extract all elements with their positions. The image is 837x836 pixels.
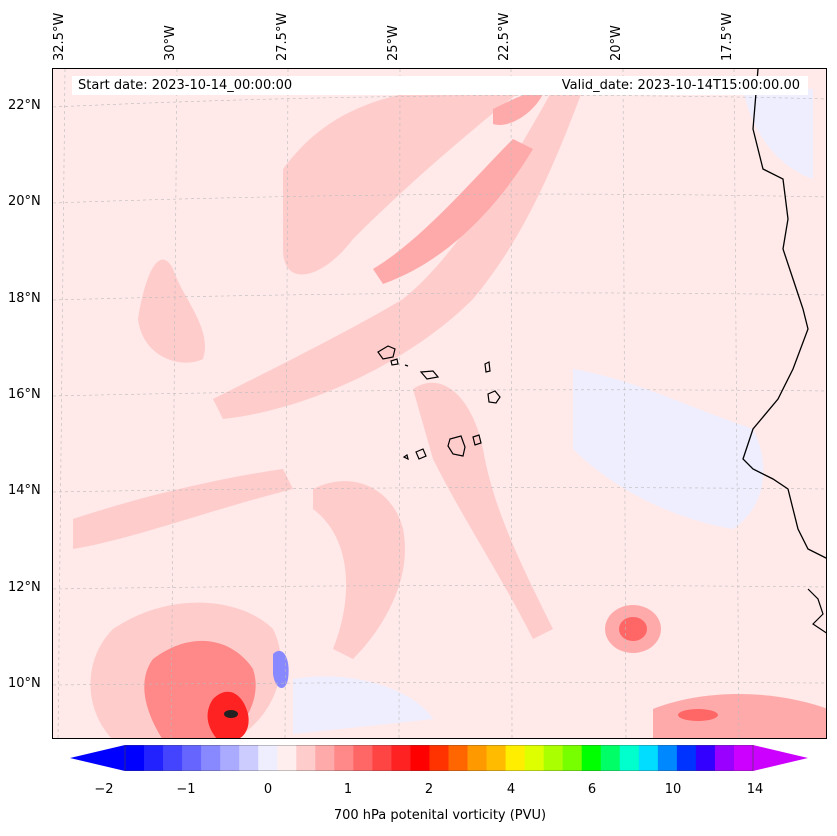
lon-label-17-5w: 17.5°W: [720, 12, 735, 61]
lon-label-32-5w: 32.5°W: [52, 12, 67, 61]
colorbar-bin: [657, 745, 678, 771]
lat-label-18n: 18°N: [8, 291, 41, 306]
lat-label-12n: 12°N: [8, 580, 41, 595]
lon-label-25w: 25°W: [386, 25, 401, 61]
colorbar-tick-2: 2: [424, 782, 434, 797]
colorbar-bin: [239, 745, 259, 771]
colorbar-bin: [676, 745, 697, 771]
colorbar-bin: [391, 745, 411, 771]
cape-verde-islands: [377, 345, 501, 461]
colorbar-bin: [562, 745, 583, 771]
pv-streak-left: [73, 469, 293, 549]
colorbar-bin: [163, 745, 183, 771]
colorbar-bin: [467, 745, 488, 771]
colorbar-tick-14: 14: [746, 782, 764, 797]
colorbar-bin: [619, 745, 640, 771]
colorbar-bin: [144, 745, 164, 771]
colorbar-tick-neg2: −2: [94, 782, 114, 797]
pv-negative-spot: [273, 650, 289, 689]
lon-label-22-5w: 22.5°W: [497, 12, 512, 61]
lon-label-30w: 30°W: [163, 25, 178, 61]
lat-label-20n: 20°N: [8, 194, 41, 209]
lon-label-20w: 20°W: [609, 25, 624, 61]
colorbar-bin: [638, 745, 659, 771]
colorbar-bin: [505, 745, 526, 771]
lat-label-14n: 14°N: [8, 483, 41, 498]
pv-negative-area-northeast: [743, 89, 813, 179]
info-bar: Start date: 2023-10-14_00:00:00 Valid_da…: [72, 76, 808, 95]
pv-band-northwest: [283, 89, 523, 275]
pv-streak-south-central: [313, 481, 405, 659]
colorbar-tick-1: 1: [343, 782, 353, 797]
pv-blob-west: [138, 259, 206, 363]
colorbar-bin: [296, 745, 316, 771]
colorbar-bin: [714, 745, 735, 771]
colorbar-under-triangle: [70, 745, 125, 771]
colorbar-tick-0: 0: [263, 782, 273, 797]
lat-label-22n: 22°N: [8, 98, 41, 113]
lat-label-10n: 10°N: [8, 676, 41, 691]
colorbar-bin: [733, 745, 754, 771]
colorbar-bin: [429, 745, 450, 771]
pv-contour-field: [53, 69, 826, 738]
colorbar-bin: [581, 745, 602, 771]
colorbar-bin: [695, 745, 716, 771]
pv-negative-area-south: [293, 676, 433, 734]
colorbar-tick-4: 4: [506, 782, 516, 797]
colorbar-over-triangle: [753, 745, 808, 771]
pv-inner-northeast: [373, 139, 533, 284]
pv-max-southwest-peak: [224, 710, 238, 718]
colorbar-bin: [258, 745, 278, 771]
valid-date-label: Valid_date: 2023-10-14T15:00:00.00: [561, 78, 800, 93]
map-plot-area: [52, 68, 827, 739]
colorbar-bin: [486, 745, 507, 771]
pv-max-southeast: [653, 694, 826, 738]
pv-band-northeast: [213, 89, 583, 419]
lon-label-27-5w: 27.5°W: [275, 12, 290, 61]
colorbar-bin: [600, 745, 621, 771]
colorbar-bin: [334, 745, 354, 771]
pv-max-east-core: [619, 617, 647, 641]
colorbar-label: 700 hPa potenital vorticity (PVU): [333, 808, 547, 823]
pv-streak-central: [413, 382, 553, 639]
colorbar-bin: [543, 745, 564, 771]
colorbar-bin: [182, 745, 202, 771]
colorbar-bin: [410, 745, 430, 771]
colorbar-bin: [125, 745, 145, 771]
colorbar: [70, 745, 808, 771]
colorbar-outline: [124, 745, 754, 771]
coastline-guinea: [807, 588, 826, 634]
colorbar-bin: [315, 745, 335, 771]
colorbar-tick-10: 10: [664, 782, 682, 797]
colorbar-bin: [448, 745, 469, 771]
colorbar-bin: [372, 745, 392, 771]
pv-max-southeast-core: [678, 709, 718, 721]
colorbar-bin: [220, 745, 240, 771]
colorbar-bin: [524, 745, 545, 771]
colorbar-bin: [277, 745, 297, 771]
coastline-africa: [742, 69, 826, 559]
lat-label-16n: 16°N: [8, 387, 41, 402]
colorbar-tick-6: 6: [587, 782, 597, 797]
pv-negative-area-east: [573, 369, 764, 529]
pv-top-right-patch: [493, 92, 543, 125]
colorbar-bin: [201, 745, 221, 771]
graticule: [53, 69, 826, 738]
colorbar-tick-neg1: −1: [176, 782, 196, 797]
colorbar-bin: [353, 745, 373, 771]
start-date-label: Start date: 2023-10-14_00:00:00: [78, 78, 293, 93]
